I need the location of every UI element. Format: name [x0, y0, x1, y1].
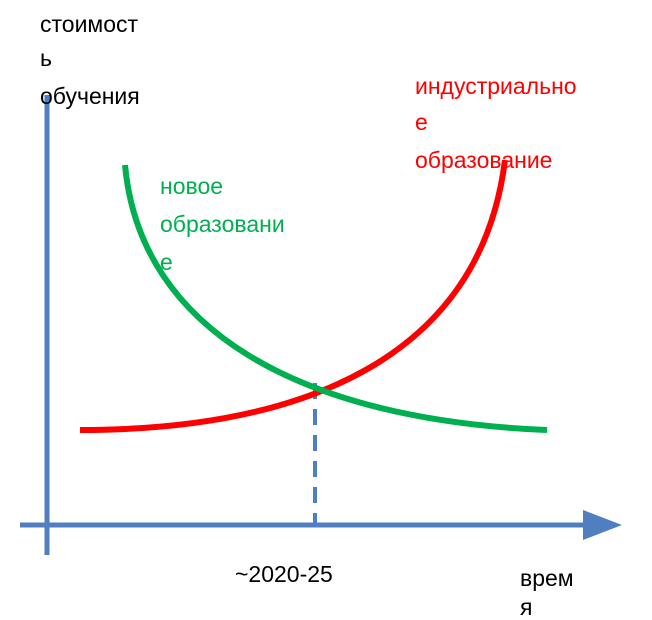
curve-label: е — [160, 249, 173, 275]
new-curve — [122, 164, 548, 433]
x-axis-label: я — [520, 594, 532, 620]
crossing-label: ~2020-25 — [235, 561, 333, 587]
y-axis-label: стоимост — [40, 11, 139, 37]
curve-label: е — [415, 109, 428, 135]
x-axis-label: врем — [520, 565, 574, 591]
curve-label: образовани — [160, 211, 285, 237]
industrial-curve — [79, 159, 508, 433]
y-axis-label: ь — [40, 45, 52, 71]
curve-label: индустриально — [415, 73, 577, 99]
x-axis-arrow — [583, 510, 622, 540]
curve-label: новое — [160, 173, 223, 199]
curve-label: образование — [415, 147, 552, 173]
y-axis-label: обучения — [40, 83, 140, 109]
